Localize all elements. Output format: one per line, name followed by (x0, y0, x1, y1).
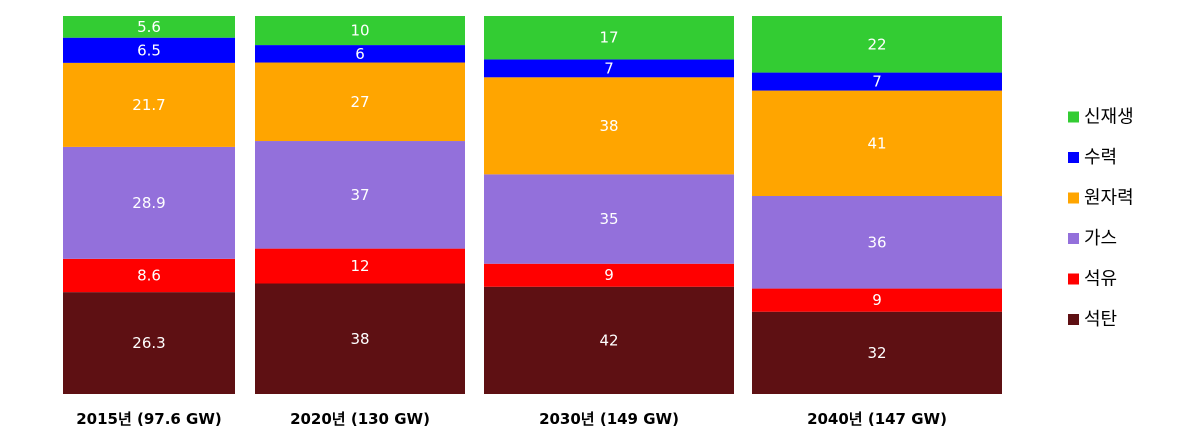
segment-value-label: 8.6 (137, 266, 161, 284)
bar-segment (752, 196, 1002, 289)
segment-value-label: 37 (350, 186, 369, 204)
segment-labels-group: 26.3 8.6 28.9 21.7 6.5 5.6 38 12 37 27 6 10 42 9 35 38 7… (132, 18, 886, 362)
legend-swatch (1068, 111, 1079, 123)
legend-swatch (1068, 152, 1079, 163)
bar-segment (484, 263, 734, 287)
bar-segment (255, 141, 465, 249)
bar-segment (752, 72, 1002, 91)
bar-segment (255, 248, 465, 284)
bar-segment (752, 90, 1002, 196)
legend-swatch (1068, 192, 1079, 204)
segment-value-label: 22 (867, 35, 886, 53)
legend-swatch (1068, 314, 1079, 325)
legend-label: 석유 (1084, 269, 1117, 290)
bar-segment (752, 288, 1002, 312)
bar-segment (255, 16, 465, 46)
category-label: 2030년 (149 GW) (539, 410, 679, 428)
bar-segment (484, 59, 734, 78)
segment-value-label: 36 (867, 233, 886, 251)
bar-segment (63, 37, 235, 63)
segment-value-label: 7 (872, 73, 882, 91)
legend-label: 신재생 (1084, 107, 1134, 128)
bar-segment (752, 311, 1002, 394)
segment-value-label: 26.3 (132, 334, 165, 352)
segment-value-label: 32 (867, 344, 886, 362)
bar-segment (484, 16, 734, 60)
legend-swatch (1068, 273, 1079, 285)
segment-value-label: 38 (350, 330, 369, 348)
segment-value-label: 28.9 (132, 194, 165, 212)
segment-value-label: 42 (599, 331, 618, 349)
segment-value-label: 6 (355, 45, 365, 63)
segment-value-label: 5.6 (137, 18, 161, 36)
bar-segment (63, 146, 235, 259)
category-labels-group: 2015년 (97.6 GW) 2020년 (130 GW) 2030년 (149 … (76, 410, 947, 428)
bar-segment (255, 62, 465, 142)
segment-value-label: 7 (604, 59, 614, 77)
segment-value-label: 10 (350, 22, 369, 40)
legend-label: 수력 (1084, 147, 1117, 168)
bar-segment (63, 62, 235, 147)
segment-value-label: 21.7 (132, 96, 165, 114)
bar-segment (255, 45, 465, 63)
bar-segment (255, 283, 465, 394)
bar-segment (63, 292, 235, 394)
category-label: 2020년 (130 GW) (290, 410, 430, 428)
bar-segment (63, 16, 235, 38)
segment-value-label: 38 (599, 117, 618, 135)
legend-label: 원자력 (1084, 188, 1134, 209)
bar-segment (752, 16, 1002, 73)
bars-group (63, 16, 1002, 394)
segment-value-label: 41 (867, 134, 886, 152)
segment-value-label: 9 (872, 291, 882, 309)
segment-value-label: 12 (350, 257, 369, 275)
legend-swatch (1068, 233, 1079, 244)
segment-value-label: 17 (599, 29, 618, 47)
bar-segment (63, 258, 235, 293)
legend-label: 석탄 (1084, 309, 1117, 330)
segment-value-label: 35 (599, 210, 618, 228)
category-label: 2040년 (147 GW) (807, 410, 947, 428)
category-label: 2015년 (97.6 GW) (76, 410, 222, 428)
segment-value-label: 6.5 (137, 41, 161, 59)
bar-segment (484, 286, 734, 394)
segment-value-label: 9 (604, 266, 614, 284)
bar-segment (484, 174, 734, 264)
legend-label: 가스 (1084, 228, 1117, 249)
bar-segment (484, 77, 734, 175)
segment-value-label: 27 (350, 93, 369, 111)
